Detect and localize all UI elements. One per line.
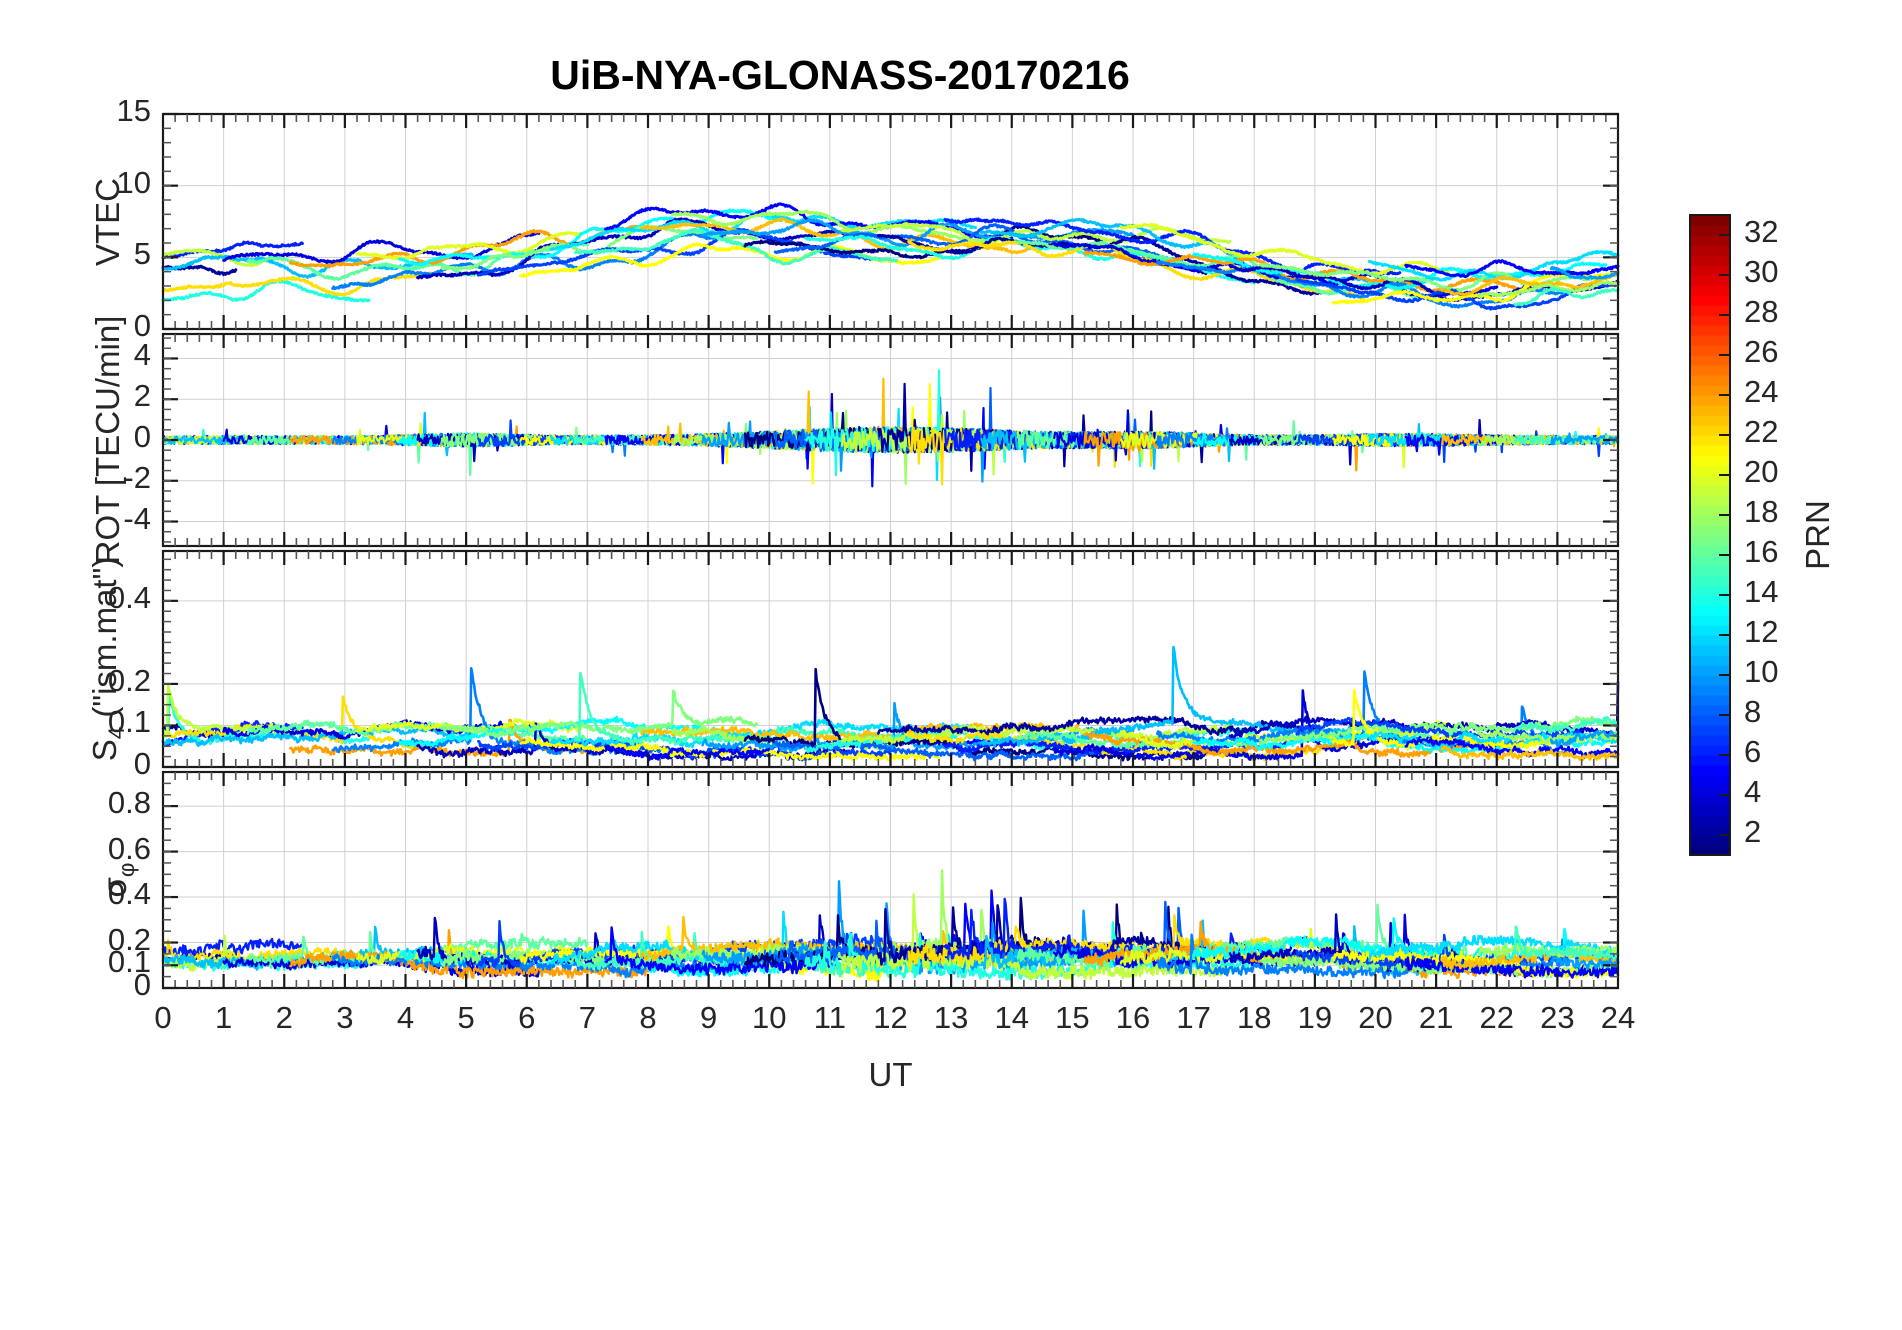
y-axis-label-sigma-phi: σφ xyxy=(96,862,139,898)
colorbar-tick-label: 12 xyxy=(1744,614,1779,649)
figure-title: UiB-NYA-GLONASS-20170216 xyxy=(550,52,1130,98)
ytick-label-s4: 0.2 xyxy=(107,662,151,698)
xtick-label: 8 xyxy=(639,1000,657,1035)
xtick-label: 10 xyxy=(752,1000,787,1035)
ytick-label-sigma-phi: 0.4 xyxy=(107,876,151,912)
xtick-label: 11 xyxy=(813,1000,846,1035)
colorbar-tick-label: 22 xyxy=(1744,414,1779,449)
xtick-label: 23 xyxy=(1540,1000,1575,1035)
xtick-label: 7 xyxy=(578,1000,596,1035)
xtick-label: 4 xyxy=(396,1000,415,1035)
ytick-label-sigma-phi: 0 xyxy=(133,967,151,1002)
colorbar-tick-label: 20 xyxy=(1744,454,1779,489)
xtick-label: 21 xyxy=(1418,1000,1454,1035)
xtick-label: 18 xyxy=(1237,1000,1272,1035)
xtick-label: 9 xyxy=(700,1000,718,1035)
ytick-label-sigma-phi: 0.6 xyxy=(107,830,151,866)
ytick-label-s4: 0.4 xyxy=(107,579,151,615)
colorbar-tick-label: 28 xyxy=(1744,294,1779,329)
xtick-label: 5 xyxy=(457,1000,475,1035)
ytick-label-vtec: 5 xyxy=(133,236,151,272)
colorbar-tick-label: 6 xyxy=(1744,734,1762,769)
xtick-label: 13 xyxy=(933,1000,969,1035)
ytick-label-vtec: 15 xyxy=(116,93,151,128)
colorbar-tick-label: 14 xyxy=(1744,574,1779,609)
xtick-label: 24 xyxy=(1600,1000,1636,1035)
ytick-label-rot: -2 xyxy=(123,459,151,495)
xtick-label: 17 xyxy=(1176,1000,1211,1035)
colorbar-tick-label: 2 xyxy=(1744,814,1762,849)
ytick-label-rot: -4 xyxy=(123,500,151,536)
colorbar-tick-label: 4 xyxy=(1744,774,1762,809)
ytick-label-vtec: 0 xyxy=(133,308,151,343)
xtick-label: 6 xyxy=(518,1000,536,1035)
xtick-label: 0 xyxy=(154,1000,172,1035)
xtick-label: 2 xyxy=(275,1000,293,1035)
xtick-label: 12 xyxy=(873,1000,908,1035)
colorbar-label: PRN xyxy=(1799,500,1836,570)
xtick-label: 1 xyxy=(215,1000,233,1035)
ytick-label-rot: 0 xyxy=(133,419,151,454)
xtick-label: 19 xyxy=(1297,1000,1333,1035)
colorbar-tick-label: 16 xyxy=(1744,534,1779,569)
colorbar-tick-label: 18 xyxy=(1744,494,1779,529)
x-axis-label: UT xyxy=(868,1056,913,1093)
ytick-label-rot: 2 xyxy=(133,378,151,414)
ytick-label-sigma-phi: 0.8 xyxy=(107,785,151,821)
ytick-label-vtec: 10 xyxy=(116,164,151,200)
xtick-label: 14 xyxy=(994,1000,1029,1035)
colorbar-tick-label: 10 xyxy=(1744,654,1779,689)
xtick-label: 15 xyxy=(1055,1000,1090,1035)
xtick-label: 16 xyxy=(1115,1000,1151,1035)
y-axis-label-s4: S4 ("ism.mat") xyxy=(86,556,129,762)
ytick-label-sigma-phi: 0.2 xyxy=(107,921,151,957)
colorbar-tick-label: 32 xyxy=(1744,214,1779,249)
y-axis-label-vtec: VTEC xyxy=(89,177,126,266)
colorbar-tick-label: 26 xyxy=(1744,334,1779,369)
xtick-label: 3 xyxy=(336,1000,354,1035)
y-axis-label-rot: ROT [TECU/min] xyxy=(89,315,126,565)
ytick-label-s4: 0.1 xyxy=(107,704,151,740)
xtick-label: 20 xyxy=(1358,1000,1393,1035)
colorbar-tick-label: 24 xyxy=(1744,374,1779,409)
colorbar-tick-label: 30 xyxy=(1744,254,1779,289)
ytick-label-rot: 4 xyxy=(133,337,151,373)
ytick-label-sigma-phi: 0.1 xyxy=(107,944,151,980)
colorbar-tick-label: 8 xyxy=(1744,694,1762,729)
xtick-label: 22 xyxy=(1479,1000,1514,1035)
ytick-label-s4: 0 xyxy=(133,746,151,781)
